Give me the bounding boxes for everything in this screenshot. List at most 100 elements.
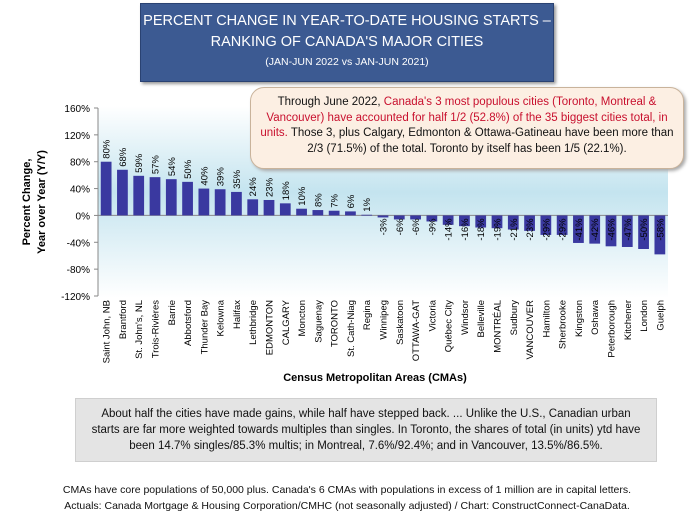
bar xyxy=(100,161,112,216)
bar-value-label: -14% xyxy=(444,218,455,241)
bar-value-label: -42% xyxy=(590,218,601,241)
bar-value-label: 57% xyxy=(151,155,162,175)
bar xyxy=(117,169,128,216)
bar-value-label: -21% xyxy=(509,218,520,241)
category-label: EDMONTON xyxy=(265,300,276,355)
category-label: Regina xyxy=(362,299,373,330)
bar xyxy=(524,215,535,231)
y-tick-label: 40% xyxy=(70,185,90,196)
bar-value-label: -18% xyxy=(476,218,487,241)
chart-title-line2: RANKING OF CANADA'S MAJOR CITIES xyxy=(210,34,484,50)
bar xyxy=(279,203,291,216)
bar xyxy=(507,215,519,230)
bar xyxy=(247,199,259,216)
category-label: Saskatoon xyxy=(395,300,406,345)
bar-value-label: 24% xyxy=(248,177,259,197)
chart-title-box: PERCENT CHANGE IN YEAR-TO-DATE HOUSING S… xyxy=(140,3,554,82)
category-label: CALGARY xyxy=(281,299,292,345)
bar-value-label: -29% xyxy=(541,218,552,241)
summary-text: About half the cities have made gains, w… xyxy=(91,408,641,452)
category-label: Sherbrooke xyxy=(558,300,569,349)
y-tick-label: 160% xyxy=(64,104,90,115)
bar-value-label: 10% xyxy=(297,186,308,206)
bar xyxy=(573,215,584,243)
bar-value-label: 6% xyxy=(346,194,357,208)
category-label: Kelowna xyxy=(216,299,227,336)
bar-value-label: 40% xyxy=(199,166,210,186)
bar-value-label: 1% xyxy=(362,197,373,211)
bar xyxy=(540,215,552,235)
category-label: Guelph xyxy=(655,300,666,331)
bar xyxy=(475,215,487,228)
callout-highlight: Canada's 3 most populous cities (Toronto… xyxy=(260,96,668,139)
y-tick-label: -120% xyxy=(61,292,90,303)
category-label: St. Cath-Niag xyxy=(346,300,357,357)
bar xyxy=(231,191,242,216)
bar xyxy=(165,179,177,216)
bar xyxy=(361,214,373,216)
bar xyxy=(621,215,633,247)
bar-value-label: -9% xyxy=(427,218,438,235)
category-label: Saint John, NB xyxy=(102,300,113,363)
category-label: Brantford xyxy=(118,300,129,339)
category-label: Abbotsford xyxy=(183,300,194,346)
bar-value-label: 80% xyxy=(102,139,113,159)
bar xyxy=(214,189,226,216)
bar xyxy=(133,175,145,216)
bar xyxy=(182,181,193,216)
category-label: Victoria xyxy=(427,299,438,331)
bar-value-label: -23% xyxy=(525,218,536,241)
bar xyxy=(312,210,324,216)
bar xyxy=(654,215,666,255)
bar-value-label: 59% xyxy=(134,153,145,173)
category-label: OTTAWA-GAT xyxy=(411,300,422,361)
category-label: Hamilton xyxy=(541,300,552,338)
bar xyxy=(263,199,275,216)
category-label: Thunder Bay xyxy=(199,300,210,355)
x-axis-label: Census Metropolitan Areas (CMAs) xyxy=(283,372,467,384)
bar xyxy=(328,210,340,216)
category-label: Lethbridge xyxy=(248,300,259,345)
category-label: Moncton xyxy=(297,300,308,336)
callout-text-part2: Those 3, plus Calgary, Edmonton & Ottawa… xyxy=(287,127,674,155)
category-label: Kingston xyxy=(574,300,585,337)
callout-text-part1: Through June 2022, xyxy=(277,96,384,108)
category-label: Québec City xyxy=(444,300,455,353)
bar xyxy=(393,215,405,220)
category-label: Barrie xyxy=(167,300,178,325)
bar xyxy=(149,177,161,216)
y-axis-label-line1: Percent Change, xyxy=(21,159,33,246)
category-label: Saguenay xyxy=(313,300,324,343)
bar-value-label: 68% xyxy=(118,147,129,167)
y-tick-label: 0% xyxy=(76,211,91,222)
bar-value-label: -6% xyxy=(395,218,406,235)
bar-value-label: -3% xyxy=(379,218,390,235)
category-label: Winnipeg xyxy=(379,300,390,340)
y-tick-label: -40% xyxy=(67,238,90,249)
chart-subtitle: (JAN-JUN 2022 vs JAN-JUN 2021) xyxy=(265,56,429,68)
bar-value-label: 18% xyxy=(281,181,292,201)
bar-value-label: -46% xyxy=(607,218,618,241)
category-label: Windsor xyxy=(460,300,471,335)
bar-value-label: 35% xyxy=(232,169,243,189)
footnote-line1: CMAs have core populations of 50,000 plu… xyxy=(62,484,632,496)
summary-box: About half the cities have made gains, w… xyxy=(75,398,657,462)
y-tick-label: 120% xyxy=(64,131,90,142)
bar-value-label: -41% xyxy=(574,218,585,241)
bar xyxy=(589,215,601,244)
bar xyxy=(345,211,356,216)
bar xyxy=(198,188,210,216)
bar-value-label: -29% xyxy=(558,218,569,241)
category-label: VANCOUVER xyxy=(525,300,536,360)
bar xyxy=(491,215,503,229)
category-label: Peterborough xyxy=(607,300,618,358)
bar xyxy=(442,215,454,225)
bar xyxy=(426,215,438,222)
bar-value-label: 39% xyxy=(216,167,227,187)
y-axis-label-line2: Year over Year (Y/Y) xyxy=(36,150,48,254)
callout-box: Through June 2022, Canada's 3 most popul… xyxy=(250,87,684,169)
category-label: TORONTO xyxy=(330,300,341,347)
bar xyxy=(638,215,649,249)
bar-value-label: 50% xyxy=(183,159,194,179)
bar-value-label: -19% xyxy=(493,218,504,241)
